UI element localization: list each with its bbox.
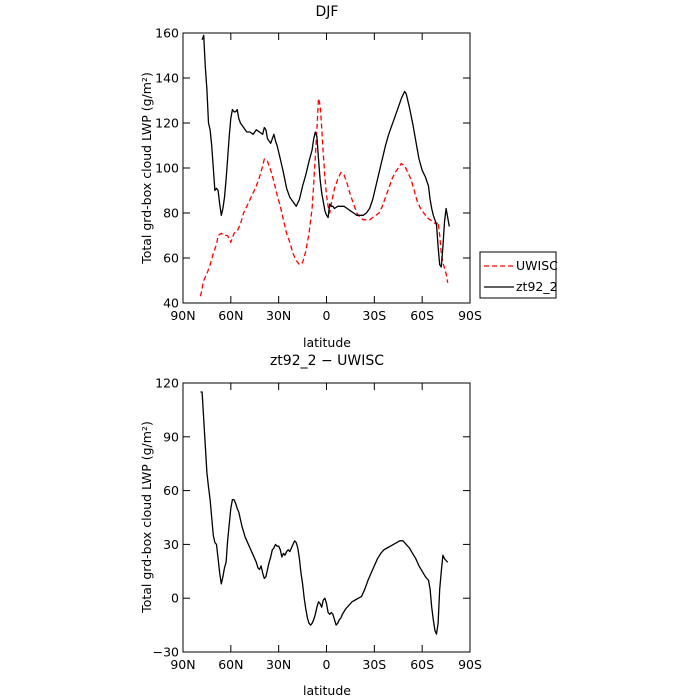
legend-box bbox=[479, 251, 557, 299]
panel-difference: zt92_2 − UWISC 90N 60N 30N 0 30S 60S 90S −30 0 30… bbox=[139, 353, 482, 698]
y-tick-label: 140 bbox=[155, 71, 179, 86]
y-tick-label: 120 bbox=[155, 376, 179, 391]
y-axis-label: Total grd-box cloud LWP (g/m²) bbox=[139, 72, 154, 265]
x-tick-label: 90S bbox=[458, 657, 482, 672]
y-tick-label: 40 bbox=[163, 296, 179, 311]
y-tick-label: 30 bbox=[163, 537, 179, 552]
x-tick-label: 0 bbox=[323, 308, 331, 323]
y-tick-label: −30 bbox=[153, 645, 179, 660]
y-tick-label: 80 bbox=[163, 206, 179, 221]
chart-title: zt92_2 − UWISC bbox=[270, 353, 384, 369]
plot-frame bbox=[182, 382, 471, 653]
y-tick-label: 100 bbox=[155, 161, 179, 176]
panel-djf: DJF 90N 60N 30N 0 30S 60S 90S 40 60 80 100 120 140 16… bbox=[139, 4, 558, 350]
chart-title: DJF bbox=[316, 4, 339, 20]
plot-frame bbox=[182, 32, 471, 304]
x-tick-label: 60N bbox=[218, 308, 243, 323]
y-tick-label: 60 bbox=[163, 251, 179, 266]
x-axis-label: latitude bbox=[303, 335, 351, 350]
x-axis-label: latitude bbox=[303, 683, 351, 698]
series-line-zt92-2 bbox=[201, 34, 450, 268]
x-tick-label: 60S bbox=[410, 308, 434, 323]
legend: UWISC zt92_2 bbox=[479, 251, 558, 299]
y-tick-label: 120 bbox=[155, 116, 179, 131]
y-tick-label: 90 bbox=[163, 429, 179, 444]
y-tick-label: 160 bbox=[155, 26, 179, 41]
legend-label-zt92-2: zt92_2 bbox=[516, 279, 558, 294]
x-tick-label: 90S bbox=[458, 308, 482, 323]
x-tick-label: 90N bbox=[170, 308, 195, 323]
y-tick-label: 0 bbox=[171, 591, 179, 606]
y-axis-label: Total grd-box cloud LWP (g/m²) bbox=[139, 421, 154, 614]
x-tick-label: 60S bbox=[410, 657, 434, 672]
x-tick-label: 30S bbox=[362, 308, 386, 323]
series-line-difference bbox=[200, 391, 449, 635]
x-tick-label: 60N bbox=[218, 657, 243, 672]
x-tick-label: 30S bbox=[362, 657, 386, 672]
series-line-uwisc bbox=[199, 97, 449, 297]
x-tick-label: 30N bbox=[266, 308, 291, 323]
legend-label-uwisc: UWISC bbox=[516, 258, 558, 273]
x-tick-label: 0 bbox=[323, 657, 331, 672]
y-tick-label: 60 bbox=[163, 483, 179, 498]
x-tick-label: 90N bbox=[170, 657, 195, 672]
x-tick-label: 30N bbox=[266, 657, 291, 672]
